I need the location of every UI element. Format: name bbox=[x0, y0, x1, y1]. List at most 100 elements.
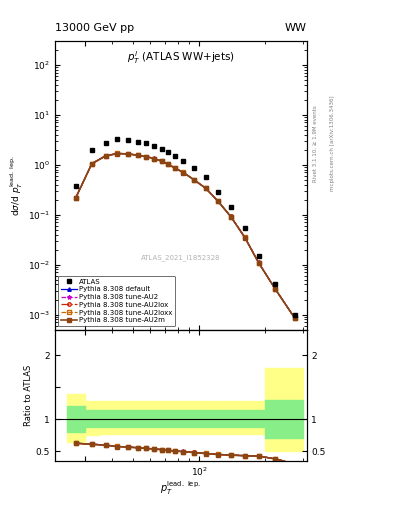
Pythia 8.308 tune-AU2 bbox=[173, 165, 177, 171]
Pythia 8.308 tune-AU2 bbox=[242, 234, 247, 241]
Text: $p_T^l$ (ATLAS WW+jets): $p_T^l$ (ATLAS WW+jets) bbox=[127, 50, 235, 67]
Pythia 8.308 tune-AU2loxx bbox=[216, 198, 220, 204]
Pythia 8.308 default bbox=[216, 198, 220, 204]
Text: mcplots.cern.ch [arXiv:1306.3436]: mcplots.cern.ch [arXiv:1306.3436] bbox=[330, 96, 335, 191]
Pythia 8.308 tune-AU2lox bbox=[173, 165, 177, 171]
Pythia 8.308 default bbox=[256, 260, 261, 266]
Pythia 8.308 default bbox=[273, 286, 278, 292]
Pythia 8.308 tune-AU2loxx bbox=[159, 158, 164, 164]
Pythia 8.308 tune-AU2m bbox=[242, 234, 247, 241]
Pythia 8.308 default bbox=[203, 185, 208, 191]
Pythia 8.308 tune-AU2m bbox=[192, 177, 196, 183]
ATLAS bbox=[242, 225, 247, 231]
Pythia 8.308 tune-AU2 bbox=[273, 286, 278, 292]
Pythia 8.308 tune-AU2loxx bbox=[181, 169, 186, 176]
Pythia 8.308 tune-AU2 bbox=[90, 161, 94, 167]
Pythia 8.308 tune-AU2 bbox=[192, 177, 196, 183]
Pythia 8.308 tune-AU2m bbox=[216, 198, 220, 204]
Line: Pythia 8.308 default: Pythia 8.308 default bbox=[74, 152, 296, 320]
ATLAS bbox=[126, 137, 130, 143]
Pythia 8.308 tune-AU2lox bbox=[203, 185, 208, 191]
Pythia 8.308 tune-AU2 bbox=[228, 214, 233, 220]
Pythia 8.308 tune-AU2loxx bbox=[256, 260, 261, 266]
Pythia 8.308 tune-AU2loxx bbox=[228, 214, 233, 220]
Pythia 8.308 tune-AU2m bbox=[203, 185, 208, 191]
ATLAS bbox=[159, 145, 164, 152]
Pythia 8.308 tune-AU2m bbox=[144, 154, 149, 160]
Pythia 8.308 tune-AU2lox bbox=[166, 161, 171, 167]
Pythia 8.308 tune-AU2 bbox=[203, 185, 208, 191]
Pythia 8.308 tune-AU2m bbox=[159, 158, 164, 164]
Pythia 8.308 tune-AU2loxx bbox=[103, 153, 108, 159]
Pythia 8.308 tune-AU2 bbox=[159, 158, 164, 164]
Text: 13000 GeV pp: 13000 GeV pp bbox=[55, 23, 134, 33]
Pythia 8.308 tune-AU2m bbox=[166, 161, 171, 167]
Pythia 8.308 tune-AU2loxx bbox=[90, 161, 94, 167]
Pythia 8.308 default bbox=[292, 315, 297, 321]
ATLAS bbox=[103, 140, 108, 146]
Pythia 8.308 tune-AU2loxx bbox=[292, 315, 297, 321]
Pythia 8.308 tune-AU2loxx bbox=[203, 185, 208, 191]
ATLAS bbox=[292, 311, 297, 317]
Pythia 8.308 tune-AU2loxx bbox=[242, 234, 247, 241]
Pythia 8.308 tune-AU2 bbox=[166, 161, 171, 167]
ATLAS bbox=[166, 149, 171, 155]
ATLAS bbox=[152, 143, 156, 149]
Pythia 8.308 tune-AU2loxx bbox=[135, 152, 140, 158]
Line: Pythia 8.308 tune-AU2loxx: Pythia 8.308 tune-AU2loxx bbox=[74, 152, 296, 320]
Pythia 8.308 tune-AU2loxx bbox=[192, 177, 196, 183]
Pythia 8.308 tune-AU2 bbox=[181, 169, 186, 176]
Pythia 8.308 tune-AU2loxx bbox=[166, 161, 171, 167]
Text: Rivet 3.1.10, ≥ 1.9M events: Rivet 3.1.10, ≥ 1.9M events bbox=[312, 105, 318, 182]
ATLAS bbox=[144, 140, 149, 146]
Legend: ATLAS, Pythia 8.308 default, Pythia 8.308 tune-AU2, Pythia 8.308 tune-AU2lox, Py: ATLAS, Pythia 8.308 default, Pythia 8.30… bbox=[59, 276, 176, 326]
Pythia 8.308 tune-AU2 bbox=[152, 156, 156, 162]
Y-axis label: Ratio to ATLAS: Ratio to ATLAS bbox=[24, 365, 33, 426]
ATLAS bbox=[256, 253, 261, 259]
Pythia 8.308 default bbox=[181, 169, 186, 176]
Pythia 8.308 tune-AU2loxx bbox=[273, 286, 278, 292]
ATLAS bbox=[228, 204, 233, 210]
Pythia 8.308 tune-AU2m bbox=[273, 286, 278, 292]
Pythia 8.308 default bbox=[166, 161, 171, 167]
ATLAS bbox=[216, 189, 220, 196]
Pythia 8.308 tune-AU2lox bbox=[292, 315, 297, 321]
Pythia 8.308 default bbox=[192, 177, 196, 183]
ATLAS bbox=[203, 174, 208, 180]
Pythia 8.308 tune-AU2lox bbox=[103, 153, 108, 159]
Pythia 8.308 default bbox=[159, 158, 164, 164]
Pythia 8.308 default bbox=[115, 151, 120, 157]
Pythia 8.308 default bbox=[173, 165, 177, 171]
Pythia 8.308 tune-AU2m bbox=[256, 260, 261, 266]
Pythia 8.308 tune-AU2lox bbox=[256, 260, 261, 266]
Line: ATLAS: ATLAS bbox=[73, 137, 297, 317]
Pythia 8.308 tune-AU2m bbox=[103, 153, 108, 159]
ATLAS bbox=[273, 282, 278, 288]
Pythia 8.308 tune-AU2 bbox=[135, 152, 140, 158]
ATLAS bbox=[115, 136, 120, 142]
Text: WW: WW bbox=[285, 23, 307, 33]
ATLAS bbox=[73, 183, 78, 189]
Pythia 8.308 tune-AU2m bbox=[73, 195, 78, 201]
Pythia 8.308 tune-AU2lox bbox=[242, 234, 247, 241]
ATLAS bbox=[90, 146, 94, 153]
Pythia 8.308 tune-AU2lox bbox=[115, 151, 120, 157]
Pythia 8.308 default bbox=[152, 156, 156, 162]
Pythia 8.308 tune-AU2 bbox=[216, 198, 220, 204]
Pythia 8.308 tune-AU2m bbox=[152, 156, 156, 162]
Pythia 8.308 tune-AU2lox bbox=[228, 214, 233, 220]
ATLAS bbox=[181, 158, 186, 164]
Pythia 8.308 default bbox=[242, 234, 247, 241]
Pythia 8.308 tune-AU2loxx bbox=[173, 165, 177, 171]
Pythia 8.308 tune-AU2 bbox=[256, 260, 261, 266]
Pythia 8.308 tune-AU2lox bbox=[159, 158, 164, 164]
Pythia 8.308 tune-AU2lox bbox=[73, 195, 78, 201]
Pythia 8.308 tune-AU2 bbox=[292, 315, 297, 321]
Pythia 8.308 tune-AU2lox bbox=[90, 161, 94, 167]
Text: ATLAS_2021_I1852328: ATLAS_2021_I1852328 bbox=[141, 254, 220, 261]
Pythia 8.308 tune-AU2lox bbox=[273, 286, 278, 292]
Pythia 8.308 default bbox=[228, 214, 233, 220]
Pythia 8.308 default bbox=[135, 152, 140, 158]
Line: Pythia 8.308 tune-AU2m: Pythia 8.308 tune-AU2m bbox=[74, 152, 296, 320]
Pythia 8.308 tune-AU2m bbox=[292, 315, 297, 321]
